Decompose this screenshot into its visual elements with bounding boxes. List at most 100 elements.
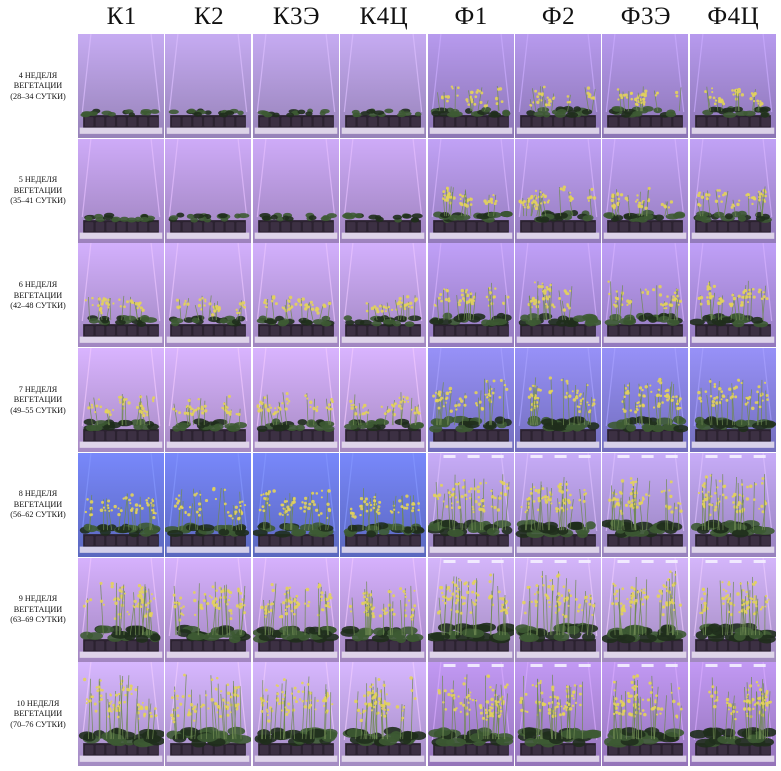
flower (703, 482, 707, 486)
stem (536, 281, 539, 321)
shelf (429, 546, 513, 553)
pot (106, 641, 115, 651)
leaf (88, 318, 100, 324)
flower (574, 395, 579, 400)
flower (615, 502, 619, 506)
stem (477, 397, 480, 426)
flower (586, 86, 591, 90)
flower (549, 283, 552, 287)
flower (266, 492, 270, 496)
flower (139, 395, 143, 399)
pot (564, 326, 574, 336)
flower (152, 511, 156, 515)
rosettes (534, 209, 594, 223)
flower (143, 614, 148, 618)
leaf (724, 520, 737, 529)
flower (468, 490, 471, 493)
stem (664, 201, 669, 217)
flower (137, 583, 142, 588)
leaf (482, 422, 497, 430)
flower (322, 304, 327, 309)
pot (619, 117, 629, 127)
flower (283, 592, 286, 596)
led-lamp (641, 455, 654, 458)
flower (469, 697, 472, 700)
shelf (603, 127, 687, 134)
pot (149, 431, 158, 441)
pot (532, 117, 542, 127)
pot (456, 536, 465, 546)
stem (527, 601, 530, 636)
pot (434, 326, 444, 336)
flower (265, 306, 268, 309)
flower (746, 605, 750, 609)
flower (197, 397, 200, 401)
flower (380, 405, 383, 409)
flower (475, 404, 479, 407)
photo-scene (602, 243, 688, 347)
flower (363, 500, 367, 504)
flower (308, 502, 312, 506)
flower (754, 401, 758, 404)
stem (735, 493, 737, 531)
flower (615, 290, 618, 293)
pot (641, 431, 650, 441)
leaf (494, 416, 506, 424)
leaf (642, 424, 653, 433)
flower (662, 605, 666, 609)
stem (538, 189, 541, 217)
pot (225, 117, 235, 127)
stem (478, 390, 482, 426)
pot (193, 326, 202, 336)
flower (316, 311, 320, 315)
flower (630, 594, 633, 597)
stem (737, 90, 740, 112)
flower (494, 199, 498, 203)
flower (193, 709, 197, 714)
flower (656, 404, 661, 408)
leaf (300, 319, 313, 326)
flower (101, 688, 104, 692)
leaf (751, 316, 764, 324)
flower (221, 589, 226, 593)
pot (346, 745, 356, 755)
led-lamps (617, 560, 678, 563)
stem (732, 581, 734, 636)
pot (149, 536, 158, 546)
pot (357, 431, 367, 441)
flower (669, 494, 673, 499)
pot (357, 745, 367, 755)
flower (760, 297, 763, 300)
pot (739, 222, 749, 232)
growth-photo (253, 139, 339, 243)
stem (291, 687, 295, 740)
stem (142, 584, 146, 636)
rosettes (604, 312, 683, 326)
flower (629, 600, 633, 604)
flower (293, 686, 297, 690)
leaf (258, 315, 267, 322)
flower (212, 603, 217, 607)
pot (259, 536, 269, 546)
flower (534, 206, 539, 211)
flower (727, 597, 731, 601)
pot (445, 431, 455, 441)
flower (633, 97, 638, 102)
flower (411, 509, 415, 513)
flower (236, 311, 239, 315)
shelf (166, 441, 250, 448)
flower (327, 301, 332, 306)
flower (143, 409, 146, 413)
flower (548, 295, 551, 299)
flower (182, 605, 185, 608)
leaf (447, 111, 460, 118)
leaf (186, 213, 195, 219)
stem (727, 593, 731, 636)
pot (718, 117, 727, 127)
led-lamp (578, 455, 591, 458)
flower (620, 612, 624, 616)
pot (445, 222, 455, 232)
flower (148, 599, 152, 603)
flower (145, 498, 149, 502)
flower (311, 499, 315, 504)
